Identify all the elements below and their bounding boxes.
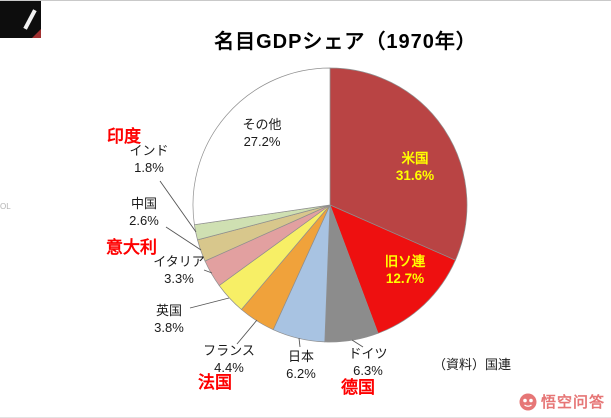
edge-text: OL — [0, 202, 11, 211]
slice-value: 3.3% — [164, 271, 194, 286]
chart-title: 名目GDPシェア（1970年） — [214, 31, 477, 53]
pie-slice-1 — [329, 204, 456, 334]
slice-name: 英国 — [155, 303, 182, 318]
leader-line — [203, 269, 213, 274]
wukong-monkey-icon — [519, 393, 537, 410]
annotation-india: 印度 — [107, 127, 141, 146]
slice-name: ドイツ — [348, 346, 388, 361]
slice-label-china: 中国 2.6% — [119, 195, 169, 229]
leader-line — [165, 226, 202, 251]
slice-label-uk: 英国 3.8% — [144, 302, 194, 336]
leader-line — [236, 319, 258, 345]
watermark-text: 悟空问答 — [540, 394, 605, 411]
slice-label-italy: イタリア 3.3% — [149, 253, 209, 287]
slice-label-india: インド 1.8% — [124, 142, 174, 176]
slice-name: インド — [129, 143, 169, 158]
slice-name: その他 — [242, 117, 282, 132]
leader-line — [159, 180, 197, 233]
slice-label-usa: 米国 31.6% — [384, 150, 446, 184]
slice-value: 31.6% — [395, 168, 435, 183]
slice-name: 中国 — [130, 196, 157, 211]
slice-name: 日本 — [287, 349, 314, 364]
annotation-italy: 意大利 — [106, 238, 157, 257]
corner-logo-glyph — [23, 9, 37, 30]
slice-value: 6.2% — [286, 366, 316, 381]
pie-slice-0 — [329, 67, 468, 261]
corner-logo-accent — [32, 29, 41, 38]
slice-value: 1.8% — [134, 160, 164, 175]
watermark: 悟空问答 — [519, 391, 605, 412]
annotation-germany: 德国 — [341, 378, 375, 397]
slice-value: 3.8% — [154, 320, 184, 335]
slice-label-japan: 日本 6.2% — [277, 348, 325, 382]
slice-label-ussr: 旧ソ連 12.7% — [374, 253, 436, 287]
slice-value: 27.2% — [243, 134, 281, 149]
leader-line — [189, 297, 230, 309]
slice-name: 米国 — [401, 151, 429, 166]
slice-name: フランス — [203, 343, 255, 358]
leader-line — [298, 337, 301, 348]
slice-value: 2.6% — [129, 213, 159, 228]
slice-value: 6.3% — [353, 363, 383, 378]
slice-label-germany: ドイツ 6.3% — [341, 345, 395, 379]
annotation-france: 法国 — [198, 373, 232, 392]
slice-value: 4.4% — [214, 360, 244, 375]
slice-value: 12.7% — [385, 271, 425, 286]
leader-line — [351, 339, 364, 348]
slice-name: 旧ソ連 — [384, 254, 426, 269]
pie-slice-9 — [192, 67, 331, 226]
slice-name: イタリア — [153, 254, 205, 269]
corner-logo — [0, 1, 41, 38]
source-note: （資料）国連 — [433, 357, 512, 372]
slice-label-others: その他 27.2% — [222, 116, 302, 150]
slice-label-france: フランス 4.4% — [196, 342, 262, 376]
